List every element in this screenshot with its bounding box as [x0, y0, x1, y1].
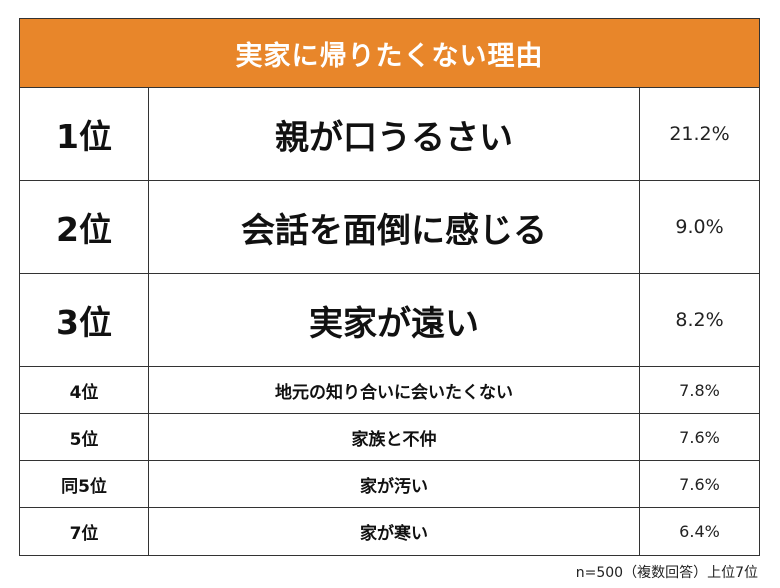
table-row: 3位 実家が遠い 8.2% [20, 274, 759, 367]
table-row: 同5位 家が汚い 7.6% [20, 461, 759, 508]
table-title: 実家に帰りたくない理由 [20, 19, 759, 88]
rank-cell: 3位 [20, 274, 149, 366]
ranking-table: 実家に帰りたくない理由 1位 親が口うるさい 21.2% 2位 会話を面倒に感じる 9.0… [19, 18, 760, 556]
percent-cell: 7.6% [679, 427, 720, 447]
rank-cell: 5位 [20, 414, 149, 460]
reason-cell: 家族と不仲 [149, 414, 640, 460]
table-row: 2位 会話を面倒に感じる 9.0% [20, 181, 759, 274]
table-row: 5位 家族と不仲 7.6% [20, 414, 759, 461]
reason-cell: 親が口うるさい [149, 88, 640, 180]
rank-cell: 1位 [20, 88, 149, 180]
percent-cell: 6.4% [679, 522, 720, 541]
rank-cell: 4位 [20, 367, 149, 413]
table-row: 7位 家が寒い 6.4% [20, 508, 759, 555]
survey-note: n=500（複数回答）上位7位 [575, 565, 758, 581]
reason-cell: 家が汚い [149, 461, 640, 507]
reason-cell: 地元の知り合いに会いたくない [149, 367, 640, 413]
rank-cell: 同5位 [20, 461, 149, 507]
rank-cell: 2位 [20, 181, 149, 273]
percent-cell: 9.0% [675, 216, 724, 238]
percent-cell: 7.6% [679, 474, 720, 494]
table-row: 1位 親が口うるさい 21.2% [20, 88, 759, 181]
percent-cell: 8.2% [675, 309, 724, 331]
rank-cell: 7位 [20, 508, 149, 555]
table-body: 1位 親が口うるさい 21.2% 2位 会話を面倒に感じる 9.0% 3位 実家が遠い 8.2%… [20, 88, 759, 555]
table-row: 4位 地元の知り合いに会いたくない 7.8% [20, 367, 759, 414]
reason-cell: 家が寒い [149, 508, 640, 555]
reason-cell: 会話を面倒に感じる [149, 181, 640, 273]
percent-cell: 21.2% [669, 123, 730, 145]
percent-cell: 7.8% [679, 380, 720, 400]
reason-cell: 実家が遠い [149, 274, 640, 366]
